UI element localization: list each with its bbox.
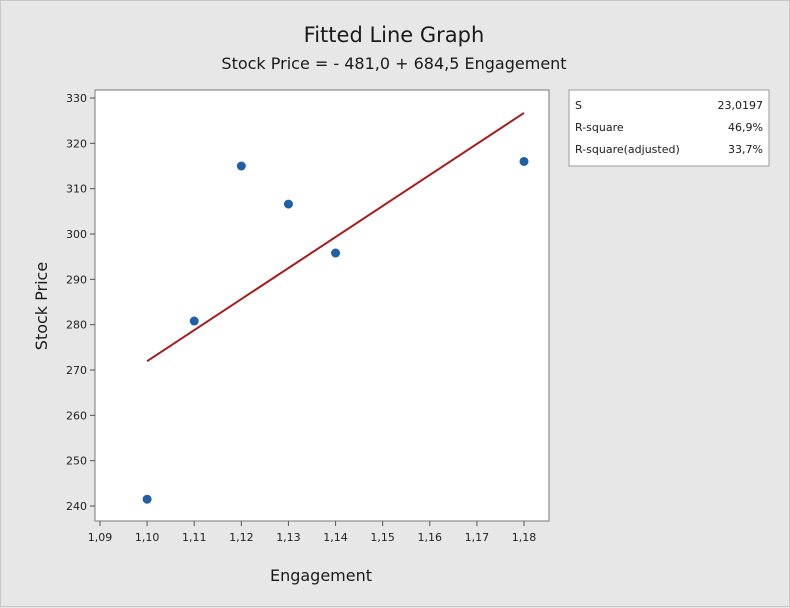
- x-tick-label: 1,17: [465, 531, 490, 544]
- stats-label: R-square(adjusted): [575, 143, 680, 156]
- x-tick-label: 1,10: [135, 531, 160, 544]
- stats-label: R-square: [575, 121, 624, 134]
- x-tick-label: 1,16: [418, 531, 443, 544]
- data-point: [236, 161, 246, 171]
- x-tick-label: 1,13: [276, 531, 301, 544]
- chart-title: Fitted Line Graph: [304, 23, 485, 47]
- y-tick-label: 240: [66, 500, 87, 513]
- stats-value: 33,7%: [728, 143, 763, 156]
- x-axis-label: Engagement: [270, 566, 372, 585]
- chart-subtitle: Stock Price = - 481,0 + 684,5 Engagement: [221, 54, 566, 73]
- x-tick-label: 1,15: [370, 531, 395, 544]
- fitted-line: [146, 112, 525, 362]
- y-tick-label: 270: [66, 364, 87, 377]
- data-point: [331, 248, 341, 258]
- x-tick-label: 1,12: [229, 531, 254, 544]
- data-point: [189, 316, 199, 326]
- stats-value: 23,0197: [718, 99, 764, 112]
- stats-value: 46,9%: [728, 121, 763, 134]
- x-tick-label: 1,09: [88, 531, 113, 544]
- y-tick-label: 310: [66, 183, 87, 196]
- y-tick-label: 260: [66, 409, 87, 422]
- y-tick-label: 320: [66, 137, 87, 150]
- y-tick-label: 300: [66, 228, 87, 241]
- y-tick-label: 290: [66, 273, 87, 286]
- data-point: [519, 156, 529, 166]
- plot-area: [94, 89, 550, 522]
- y-axis-label: Stock Price: [32, 262, 51, 350]
- y-tick-label: 280: [66, 319, 87, 332]
- data-point: [142, 494, 152, 504]
- stats-box: [568, 89, 770, 167]
- data-point: [283, 199, 293, 209]
- stats-label: S: [575, 99, 582, 112]
- x-tick-label: 1,11: [182, 531, 207, 544]
- y-tick-label: 330: [66, 92, 87, 105]
- x-tick-label: 1,18: [512, 531, 537, 544]
- y-tick-label: 250: [66, 455, 87, 468]
- x-tick-label: 1,14: [323, 531, 348, 544]
